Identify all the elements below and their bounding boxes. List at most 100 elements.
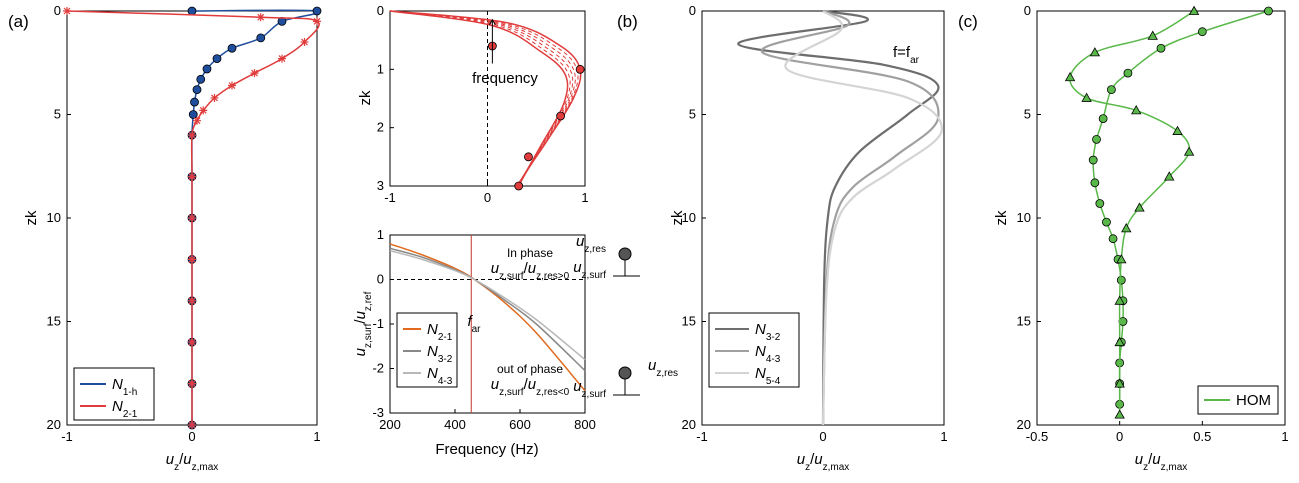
x-tick-label: -1 xyxy=(384,190,396,205)
x-tick-label: 1 xyxy=(940,429,947,444)
data-point xyxy=(192,85,202,95)
data-point xyxy=(1102,217,1111,227)
data-point xyxy=(188,131,196,140)
y-tick-label: 0 xyxy=(377,3,384,18)
series-line xyxy=(784,10,943,426)
data-point xyxy=(256,13,265,22)
panel-label-c: (c) xyxy=(958,12,978,31)
data-point xyxy=(188,296,196,305)
y-tick-label: 15 xyxy=(1017,314,1031,329)
series-line xyxy=(389,10,582,187)
axes-c xyxy=(1036,10,1286,426)
y-tick-label: -2 xyxy=(372,361,384,376)
legend-label: N4-3 xyxy=(755,343,781,365)
data-point xyxy=(1172,125,1183,135)
data-point xyxy=(1090,178,1100,188)
y-tick-label: 0 xyxy=(54,3,61,18)
data-point xyxy=(188,379,196,388)
uz-res-label: uz,res​ xyxy=(648,357,678,379)
data-point xyxy=(193,116,201,125)
legend-label: N2-1 xyxy=(427,321,453,343)
data-point xyxy=(250,69,259,78)
in-phase-condition: uz,surf​/uz,res>0​ xyxy=(491,260,570,282)
data-point xyxy=(1131,105,1142,115)
y-tick-label: 0 xyxy=(1024,3,1031,18)
far-annotation: f=far xyxy=(893,44,920,66)
data-point xyxy=(188,255,196,264)
data-point xyxy=(1098,114,1108,124)
series-line xyxy=(389,249,586,361)
y-tick-label: 5 xyxy=(689,107,696,122)
data-point xyxy=(1147,30,1158,40)
y-tick-label: 5 xyxy=(1024,107,1031,122)
legend-label: N3-2 xyxy=(755,321,781,343)
data-point xyxy=(1264,6,1273,16)
y-axis-label: zk xyxy=(669,210,686,226)
y-axis-label: zk xyxy=(23,210,40,226)
data-point xyxy=(1116,275,1126,285)
x-tick-label: -0.5 xyxy=(1026,429,1048,444)
x-tick-label: 1 xyxy=(313,429,320,444)
y-tick-label: 2 xyxy=(377,120,384,135)
frequency-annotation: frequency xyxy=(472,70,538,87)
y-tick-label: 20 xyxy=(47,417,61,432)
data-point xyxy=(202,64,212,74)
x-tick-label: 0 xyxy=(484,190,491,205)
data-point xyxy=(228,81,236,90)
out-of-phase-label: out of phase xyxy=(497,362,563,376)
y-tick-label: 15 xyxy=(47,314,61,329)
x-tick-label: 0.5 xyxy=(1193,429,1211,444)
data-point xyxy=(188,214,196,222)
plot-a-top: -1 0 1 0 1 2 3 frequency zk xyxy=(357,3,589,205)
x-axis-label: Frequency (Hz) xyxy=(435,441,538,458)
data-point xyxy=(514,181,524,191)
x-tick-label: 600 xyxy=(509,417,531,432)
y-tick-label: 0 xyxy=(689,3,696,18)
legend-label: N2-1 xyxy=(112,398,138,420)
legend-label: N5-4 xyxy=(755,365,781,387)
data-point xyxy=(1092,134,1101,144)
data-point xyxy=(210,93,219,102)
x-tick-label: 1 xyxy=(1281,429,1288,444)
y-tick-label: 10 xyxy=(47,210,61,225)
data-point xyxy=(1134,202,1145,212)
data-point xyxy=(1114,336,1125,347)
series-line xyxy=(737,9,940,426)
y-axis-label: uz,surf​/uz,ref​ xyxy=(352,291,374,356)
uz-surf-label: uz,surf​ xyxy=(573,378,606,400)
far-label: far xyxy=(467,313,481,335)
x-tick-label: 0 xyxy=(188,429,195,444)
resonator-icon xyxy=(618,366,632,380)
x-tick-label: -1 xyxy=(696,429,708,444)
data-point xyxy=(227,43,237,53)
legend-label: N3-2 xyxy=(427,343,453,365)
data-point xyxy=(278,54,286,63)
data-point xyxy=(1108,234,1118,244)
data-point xyxy=(313,17,321,26)
y-tick-label: 10 xyxy=(1017,210,1031,225)
data-point xyxy=(556,111,566,121)
panel-a-top: -1 0 1 0 1 2 3 frequency zk xyxy=(357,3,589,205)
plot-b: -10105101520f=faruz​/uz,max​zkN3-2N4-3N5… xyxy=(669,3,948,473)
x-axis-label: uz​/uz,max​ xyxy=(797,451,850,473)
data-point xyxy=(1095,199,1105,208)
data-point xyxy=(212,54,222,64)
data-point xyxy=(1123,68,1133,78)
data-point xyxy=(63,7,71,15)
panel-b: (b) -10105101520f=faruz​/uz,max​zkN3-2N4… xyxy=(617,3,948,473)
x-tick-label: 0 xyxy=(1116,429,1123,444)
data-point xyxy=(1088,155,1098,165)
series-line-dashed xyxy=(389,10,579,187)
frequency-arrowhead xyxy=(488,18,496,26)
legend-label: N4-3 xyxy=(427,365,453,387)
data-point xyxy=(190,97,199,107)
data-point xyxy=(1116,254,1127,264)
data-point xyxy=(188,421,196,429)
data-point xyxy=(188,338,196,347)
